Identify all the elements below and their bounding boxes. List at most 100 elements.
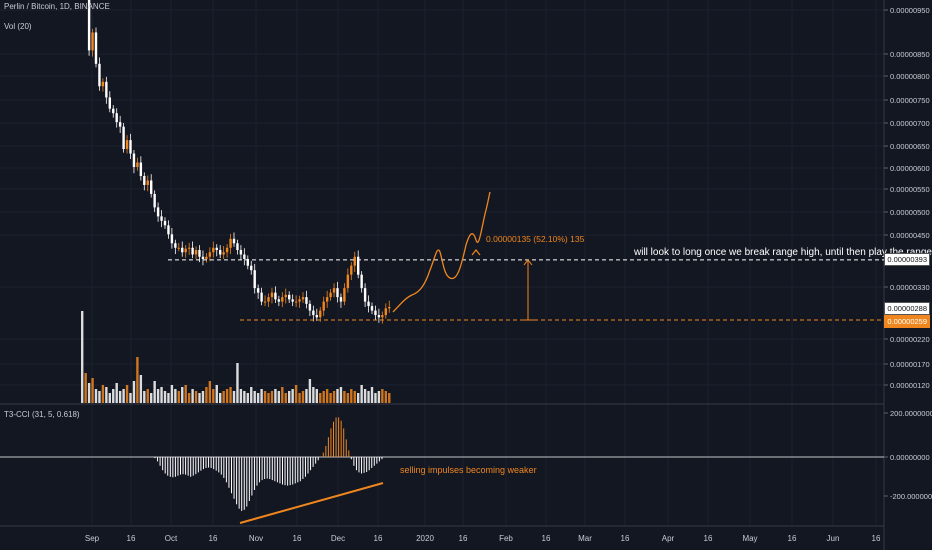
cci-tick-label: 200.00000000 bbox=[890, 409, 932, 418]
cci-axis[interactable]: 200.00000000 0.00000000 -200.00000000 bbox=[884, 409, 932, 501]
candle-body bbox=[360, 274, 363, 289]
volume-bar bbox=[94, 389, 98, 403]
price-axis[interactable]: 0.00000950 0.00000850 0.00000800 0.00000750… bbox=[884, 6, 930, 390]
time-tick-label: May bbox=[742, 534, 757, 543]
indicator-label: T3-CCI (31, 5, 0.618) bbox=[4, 410, 80, 419]
candle-body bbox=[198, 250, 201, 257]
volume-bar bbox=[308, 379, 312, 403]
candle-body bbox=[274, 292, 277, 300]
volume-bar bbox=[281, 387, 284, 403]
volume-bar bbox=[167, 393, 170, 403]
time-tick-label: 16 bbox=[127, 534, 136, 543]
time-tick-label: 16 bbox=[459, 534, 468, 543]
volume-bar bbox=[332, 391, 336, 403]
volume-bar bbox=[367, 391, 370, 403]
volume-bar bbox=[384, 391, 387, 403]
candle-body bbox=[263, 301, 267, 303]
candle-body bbox=[377, 315, 381, 318]
candle-body bbox=[212, 247, 215, 253]
volume-bar bbox=[388, 393, 391, 403]
volume-bar bbox=[136, 357, 139, 403]
candle-body bbox=[229, 238, 232, 248]
volume-bar bbox=[201, 391, 205, 403]
candle-body bbox=[332, 288, 336, 293]
volume-bar bbox=[381, 389, 384, 403]
price-tick-label: 0.00000120 bbox=[890, 381, 930, 390]
candle-body bbox=[346, 274, 350, 289]
candle-body bbox=[167, 225, 170, 235]
candle-body bbox=[388, 306, 391, 309]
volume-bar bbox=[170, 385, 174, 403]
volume-bar bbox=[105, 387, 108, 403]
price-tick-label: 0.00000700 bbox=[890, 119, 930, 128]
price-tick-label: 0.00000450 bbox=[890, 231, 930, 240]
volume-bar bbox=[301, 391, 305, 403]
candle-body bbox=[174, 243, 177, 248]
candle-body bbox=[353, 256, 356, 266]
volume-bar bbox=[267, 393, 270, 403]
time-tick-label: Jun bbox=[827, 534, 840, 543]
candle-body bbox=[177, 247, 180, 249]
time-tick-label: 16 bbox=[704, 534, 713, 543]
candle-body bbox=[139, 162, 143, 176]
volume-bar bbox=[339, 387, 343, 403]
candle-body bbox=[256, 288, 260, 293]
volume-bar bbox=[160, 387, 163, 403]
range-lines bbox=[168, 259, 884, 321]
volume-bar bbox=[143, 391, 146, 403]
time-tick-label: 2020 bbox=[416, 534, 434, 543]
candle-body bbox=[181, 247, 184, 253]
time-tick-label: 16 bbox=[542, 534, 551, 543]
candle-body bbox=[246, 258, 249, 266]
volume-bar bbox=[225, 389, 229, 403]
volume-bar bbox=[98, 391, 101, 403]
candle-body bbox=[298, 299, 301, 302]
candle-body bbox=[336, 288, 339, 298]
candle-body bbox=[343, 288, 346, 302]
projection-drawing[interactable] bbox=[392, 191, 491, 313]
candle-body bbox=[219, 250, 222, 255]
price-tag-current: 0.00000288 bbox=[884, 302, 930, 315]
candle-body bbox=[243, 254, 246, 259]
volume-bar bbox=[81, 311, 84, 403]
volume-bar bbox=[132, 381, 136, 403]
projection-path bbox=[392, 191, 491, 313]
price-tick-label: 0.00000950 bbox=[890, 6, 930, 15]
volume-bar bbox=[174, 389, 177, 403]
price-tick-label: 0.00000600 bbox=[890, 164, 930, 173]
candle-body bbox=[125, 140, 129, 150]
candle-body bbox=[132, 153, 136, 168]
measure-label[interactable]: 0.00000135 (52.10%) 135 bbox=[486, 234, 585, 244]
volume-bar bbox=[277, 391, 281, 403]
volume-bar bbox=[163, 391, 167, 403]
volume-bar bbox=[184, 385, 187, 403]
candle-body bbox=[146, 180, 149, 185]
range-note[interactable]: will look to long once we break range hi… bbox=[634, 247, 932, 258]
volume-bar bbox=[208, 381, 212, 403]
volume-bar bbox=[108, 393, 111, 403]
candle-body bbox=[288, 294, 291, 300]
volume-bar bbox=[357, 393, 360, 403]
volume-bar bbox=[91, 378, 94, 403]
volume-bar bbox=[336, 389, 339, 403]
candle-body bbox=[270, 292, 274, 298]
time-tick-label: Oct bbox=[165, 534, 178, 543]
time-tick-label: Apr bbox=[662, 534, 675, 543]
candle-body bbox=[284, 294, 287, 298]
measure-arrow-head bbox=[523, 259, 533, 266]
divergence-label[interactable]: selling impulses becoming weaker bbox=[400, 465, 537, 475]
volume-bar bbox=[322, 391, 325, 403]
volume-bar bbox=[239, 389, 243, 403]
volume-bar bbox=[222, 391, 225, 403]
time-tick-label: Feb bbox=[499, 534, 513, 543]
volume-bar bbox=[243, 391, 246, 403]
volume-bar bbox=[325, 389, 329, 403]
candle-body bbox=[294, 301, 298, 303]
volume-bar bbox=[363, 389, 367, 403]
time-axis[interactable]: Sep 16 Oct 16 Nov 16 Dec 16 2020 16 Feb 16 Mar 16 Apr 1… bbox=[85, 534, 881, 543]
price-tick-label: 0.00000650 bbox=[890, 142, 930, 151]
candle-body bbox=[153, 193, 156, 208]
volume-bar bbox=[256, 393, 260, 403]
volume-bar bbox=[288, 391, 291, 403]
